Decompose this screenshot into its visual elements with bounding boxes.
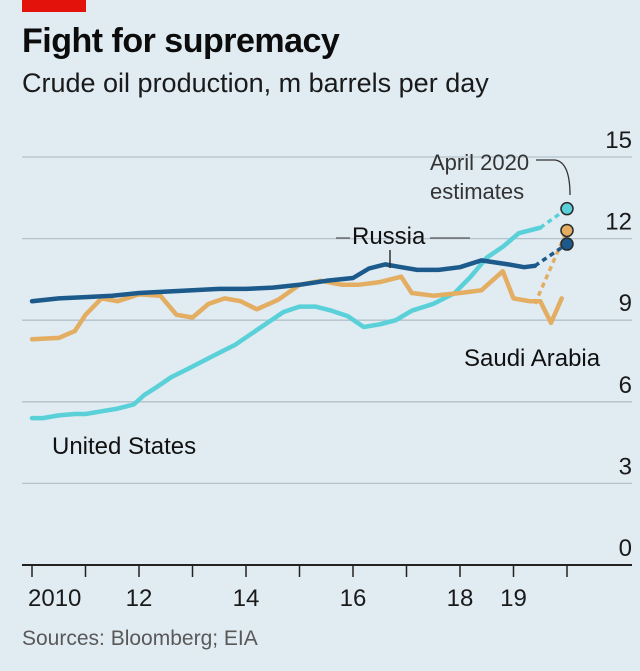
chart-title: Fight for supremacy: [22, 22, 340, 60]
marker-layer: [560, 201, 574, 251]
y-tick-label-12: 12: [605, 209, 632, 236]
series-line-united-states: [29, 225, 543, 421]
series-line-russia: [29, 258, 538, 304]
x-tick-label-2016: 16: [340, 585, 367, 612]
series-label-united-states: United States: [52, 433, 196, 460]
estimate-marker-united-states: [560, 201, 574, 216]
series-layer: [29, 207, 569, 421]
estimates-leader: [536, 159, 571, 196]
estimate-marker-saudi-arabia: [560, 223, 574, 238]
x-tick-label-2012: 12: [126, 585, 153, 612]
source-note: Sources: Bloomberg; EIA: [22, 627, 258, 650]
x-tick-label-2019: 19: [500, 585, 527, 612]
series-label-saudi-arabia: Saudi Arabia: [464, 345, 601, 372]
annotation-april-2020: April 2020: [430, 150, 529, 175]
annotation-layer: Russia Saudi Arabia United States April …: [52, 150, 601, 460]
y-tick-label-6: 6: [619, 372, 632, 399]
brand-red-bar: [22, 0, 86, 12]
series-estimate-russia: [533, 242, 568, 268]
series-label-russia: Russia: [352, 223, 426, 250]
y-tick-label-9: 9: [619, 290, 632, 317]
grid-layer: 0 3 6 9 12 15 2010 12 14 16 18 19: [22, 127, 632, 612]
estimate-marker-russia: [560, 237, 574, 251]
y-tick-label-15: 15: [605, 127, 632, 154]
x-tick-label-2010: 2010: [28, 585, 81, 612]
x-tick-label-2014: 14: [233, 585, 260, 612]
y-tick-label-3: 3: [619, 453, 632, 480]
x-tick-label-2018: 18: [447, 585, 474, 612]
chart-subtitle: Crude oil production, m barrels per day: [22, 68, 489, 98]
annotation-estimates: estimates: [430, 179, 524, 204]
y-tick-label-0: 0: [619, 535, 632, 562]
